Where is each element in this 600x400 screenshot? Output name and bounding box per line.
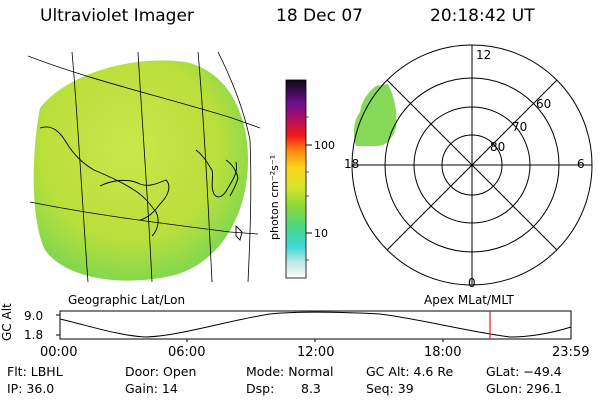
coastline (225, 159, 239, 197)
longitude-line (217, 52, 251, 141)
altitude-ytick-max: 9.0 (24, 309, 44, 323)
status-glon: GLon: 296.1 (486, 381, 562, 396)
apex-panel-label: Apex MLat/MLT (424, 293, 514, 307)
status-gc-alt: GC Alt: 4.6 Re (366, 364, 454, 379)
time-tick-1800: 18:00 (424, 345, 462, 360)
app-title: Ultraviolet Imager (40, 6, 194, 26)
altitude-ylabel: GC Alt (0, 303, 14, 341)
polar-axis-diagonal (386, 79, 558, 251)
geographic-image (28, 52, 260, 282)
mlt-label-6: 6 (577, 157, 585, 171)
longitude-line (71, 52, 89, 282)
status-glat: GLat: −49.4 (486, 364, 562, 379)
longitude-line (247, 139, 252, 282)
latitude-line (28, 55, 260, 129)
status-flt: Flt: LBHL (7, 364, 63, 379)
aurora-patch (353, 84, 397, 146)
mlat-label-80: 80 (490, 140, 505, 154)
colorbar-scale (285, 79, 307, 279)
longitude-line (197, 52, 213, 282)
altitude-curve (59, 311, 572, 338)
status-dsp-value: 8.3 (301, 381, 321, 396)
earth-disk (33, 60, 249, 281)
mlat-label-60: 60 (536, 97, 551, 111)
colorbar-tick-100: 100 (314, 139, 335, 152)
time-tick-1200: 12:00 (297, 345, 335, 360)
status-seq: Seq: 39 (366, 381, 414, 396)
colorbar: 100 10 photon cm⁻²s⁻¹ (268, 79, 335, 279)
time-tick-0000: 00:00 (40, 345, 78, 360)
time-tick-2359: 23:59 (552, 345, 590, 360)
time-label: 20:18:42 UT (430, 6, 535, 26)
latitude-line (29, 201, 259, 235)
coastline (195, 149, 237, 198)
colorbar-unit-label: photon cm⁻²s⁻¹ (268, 155, 281, 240)
colorbar-tick-10: 10 (314, 227, 328, 240)
coastline (99, 179, 170, 221)
coastline (39, 126, 159, 237)
mlat-label-70: 70 (512, 120, 527, 134)
geographic-panel-label: Geographic Lat/Lon (68, 293, 186, 307)
mlt-label-18: 18 (344, 157, 359, 171)
altitude-plot (56, 310, 572, 342)
status-dsp-label: Dsp: (246, 381, 275, 396)
altitude-ytick-min: 1.8 (24, 328, 44, 342)
polar-plot: 12 18 6 0 60 70 80 (344, 44, 593, 290)
time-tick-0600: 06:00 (168, 345, 206, 360)
longitude-line (137, 52, 153, 282)
status-door: Door: Open (125, 364, 197, 379)
date-label: 18 Dec 07 (276, 6, 363, 26)
mlt-label-12: 12 (476, 48, 491, 62)
status-ip: IP: 36.0 (7, 381, 55, 396)
status-gain: Gain: 14 (125, 381, 178, 396)
status-mode: Mode: Normal (246, 364, 334, 379)
mlt-label-0: 0 (468, 276, 476, 290)
